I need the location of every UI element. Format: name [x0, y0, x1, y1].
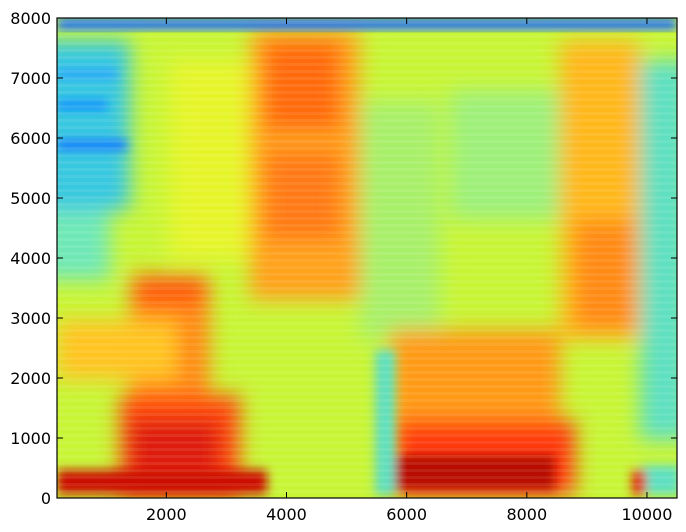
heatmap-area — [57, 18, 677, 498]
y-tick-label: 4000 — [10, 249, 51, 268]
y-tick-label: 6000 — [10, 129, 51, 148]
stripe-overlay — [57, 18, 677, 498]
y-tick-label: 0 — [41, 489, 51, 508]
x-tick-label: 4000 — [266, 505, 307, 524]
x-tick-label: 10000 — [622, 505, 673, 524]
y-axis: 0 1000 2000 3000 4000 5000 6000 7000 8000 — [10, 9, 677, 508]
x-tick-label: 8000 — [506, 505, 547, 524]
y-tick-label: 3000 — [10, 309, 51, 328]
y-tick-label: 1000 — [10, 429, 51, 448]
y-tick-label: 7000 — [10, 69, 51, 88]
x-tick-label: 2000 — [146, 505, 187, 524]
y-tick-label: 8000 — [10, 9, 51, 28]
y-tick-label: 2000 — [10, 369, 51, 388]
x-tick-label: 6000 — [386, 505, 427, 524]
y-tick-label: 5000 — [10, 189, 51, 208]
x-axis: 2000 4000 6000 8000 10000 — [146, 18, 672, 524]
